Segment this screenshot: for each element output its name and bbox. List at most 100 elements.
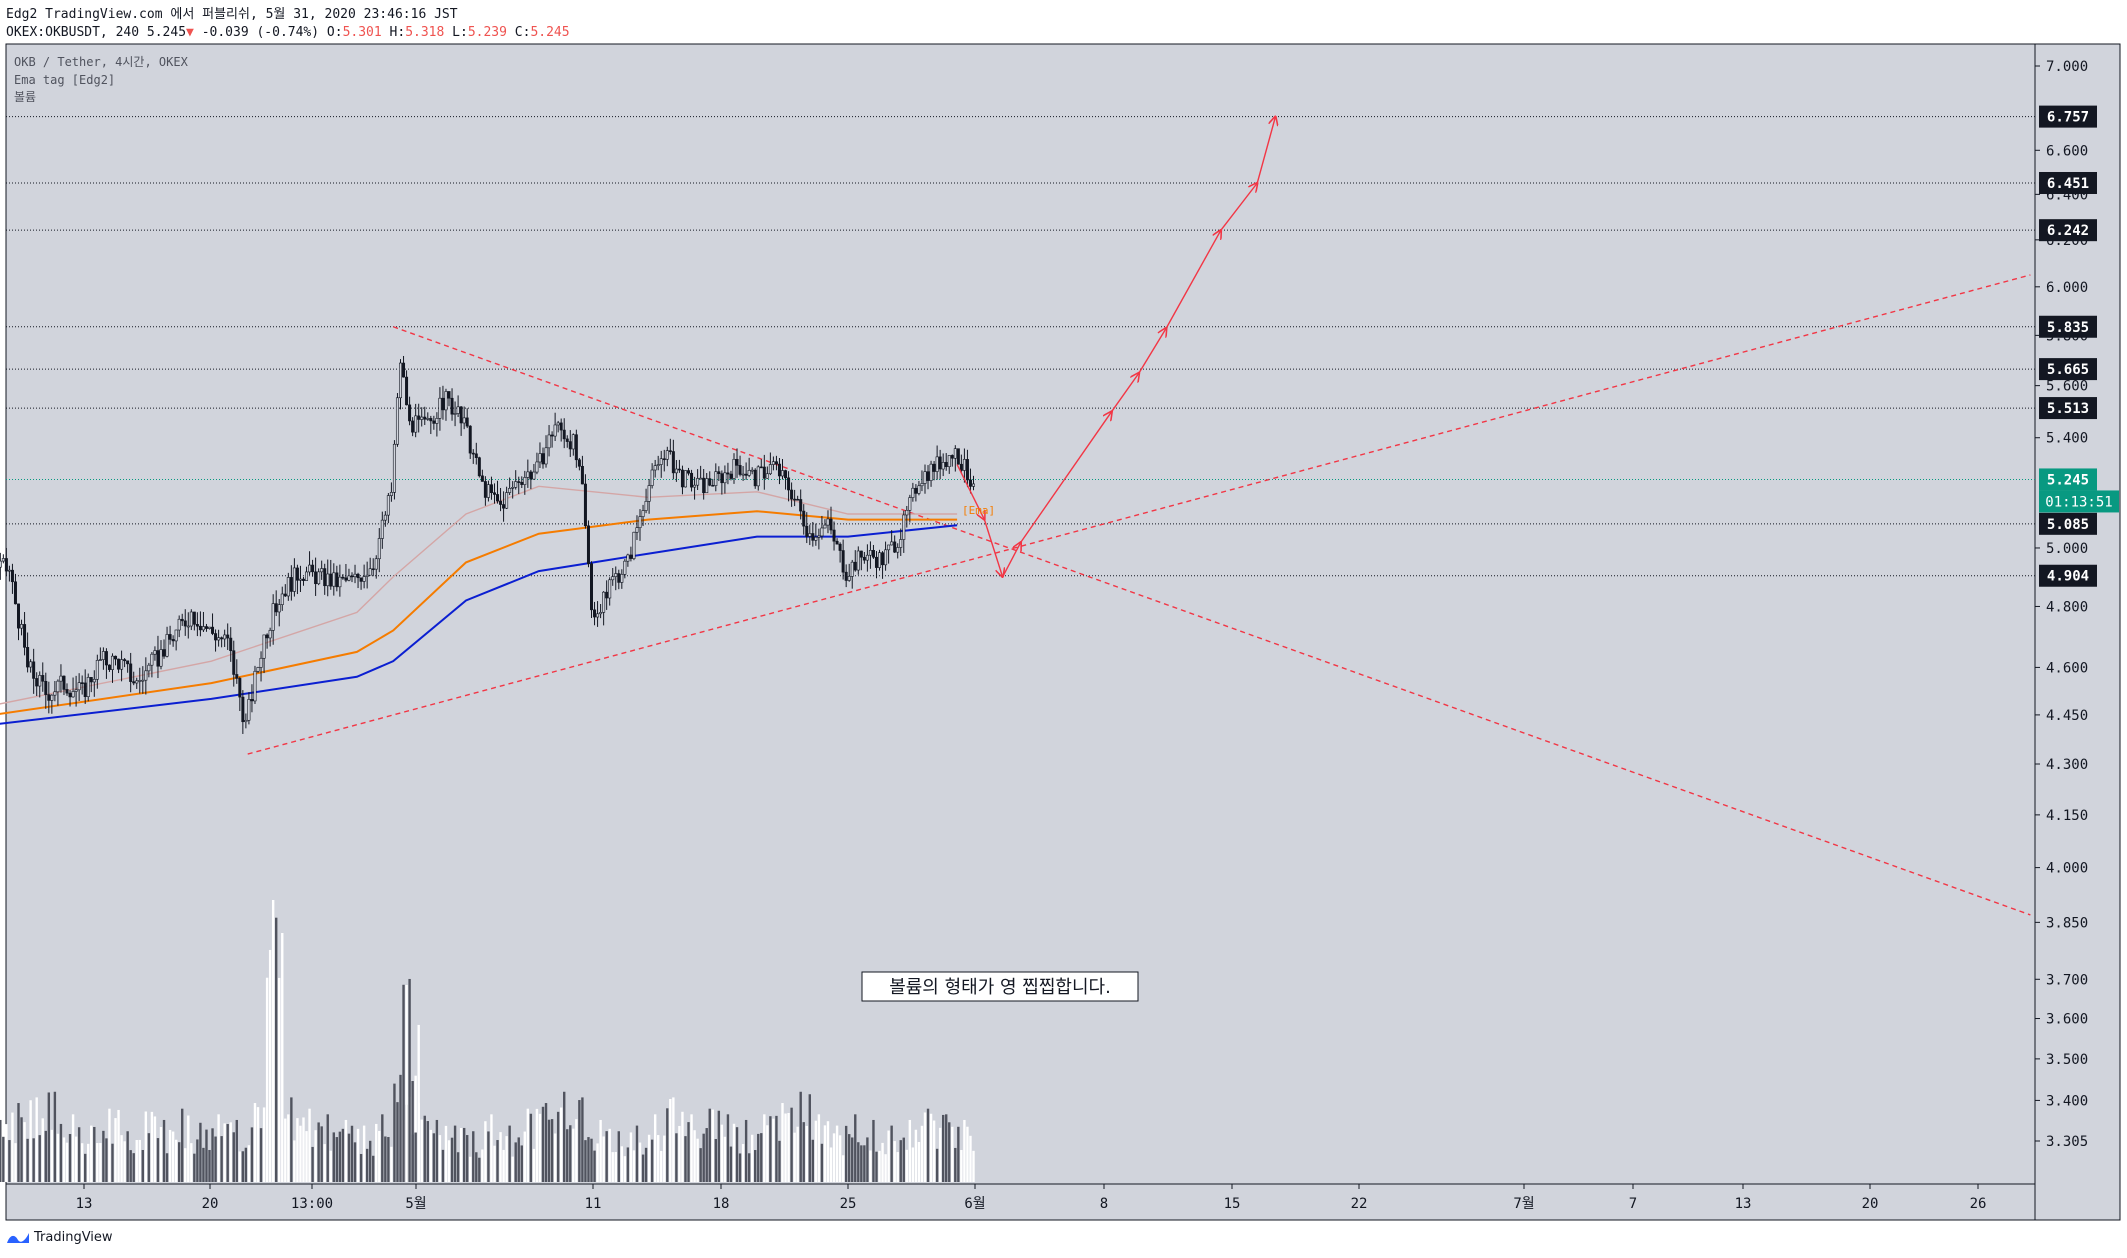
candle-body [332,572,336,587]
candle-body [41,675,45,682]
volume-bar [456,1152,460,1182]
candle-body [729,473,733,479]
candle-body [211,626,215,634]
candle-body [496,494,500,502]
volume-bar [338,1131,342,1182]
volume-bar [887,1130,890,1182]
candle-body [805,525,809,537]
volume-bar [614,1152,617,1182]
candle-body [356,573,360,579]
candle-body [538,453,542,463]
volume-bar [608,1128,611,1182]
candle-body [723,472,727,484]
candle-body [571,434,575,450]
candle-body [20,624,24,629]
candle-body [220,637,224,640]
tradingview-brand[interactable]: TradingView [6,1230,113,1245]
price-tick-label: 6.000 [2046,280,2088,296]
candle-body [568,441,572,450]
time-tick-label: 11 [585,1196,602,1212]
volume-bar [232,1132,235,1182]
candle-body [174,629,178,642]
candle-body [77,682,81,691]
volume-bar [757,1133,760,1182]
price-tick-label: 4.600 [2046,660,2088,676]
volume-bar [117,1109,120,1182]
volume-bar [29,1100,32,1182]
candle-body [762,466,766,479]
candle-body [386,495,390,516]
volume-bar [935,1148,939,1182]
candle-body [874,556,878,568]
price-tick-label: 3.305 [2046,1134,2088,1150]
volume-bar [541,1106,545,1182]
volume-bar [196,1139,199,1182]
last-price: 5.245 [146,25,187,40]
candle-body [74,689,78,692]
horizontal-levels [6,116,2035,577]
volume-bar [905,1149,909,1182]
volume-bar [832,1133,836,1182]
volume-bar [435,1119,439,1182]
candle-body [932,463,936,472]
candle-body [56,680,60,693]
countdown-label: 01:13:51 [2045,494,2112,510]
candle-body [265,634,269,639]
price-line-badge [2039,564,2097,587]
candle-body [408,404,412,422]
projection-segment [1138,328,1166,374]
volume-bar [80,1143,84,1182]
volume-bar [714,1139,718,1182]
volume-bar [223,1123,226,1182]
volume-bar [190,1143,193,1182]
candle-body [817,535,821,538]
price-tick-label: 4.300 [2046,757,2088,773]
volume-bar [741,1144,745,1182]
volume-bar [65,1142,69,1182]
candle-body [811,533,815,541]
volume-bar [99,1143,102,1182]
volume-bar [62,1137,66,1182]
volume-bar [226,1124,229,1182]
volume-bar [390,1146,393,1182]
volume-bar [923,1112,927,1182]
volume-bar [702,1133,705,1182]
legend: OKB / Tether, 4시간, OKEX Ema tag [Edg2] 볼… [14,55,189,104]
symbol-info: OKEX:OKBUSDT, 240 [6,25,140,40]
volume-bar [566,1129,569,1182]
candle-body [884,549,888,566]
candle-body [256,667,260,672]
candle-body [759,466,763,469]
candle-body [520,481,524,485]
volume-bar [0,1119,2,1182]
volume-bar [732,1123,736,1182]
candle-body [593,609,597,618]
candle-body [577,459,581,467]
volume-bar [171,1131,175,1182]
volume-bar [123,1141,126,1182]
volume-bar [365,1148,369,1182]
candle-body [120,659,124,670]
candle-body [341,576,345,579]
candle-body [511,487,515,489]
candle-body [483,481,487,498]
time-axis[interactable] [6,1184,2035,1220]
candle-body [529,471,533,480]
volume-bar [84,1153,87,1182]
candle-body [856,550,860,571]
price-tick-label: 4.800 [2046,599,2088,615]
volume-bar [553,1133,557,1182]
candle-body [726,472,730,475]
volume-bar [550,1119,554,1182]
volume-bar [71,1114,75,1182]
plot-area[interactable] [6,44,2035,1184]
candle-body [17,603,21,629]
candle-body [438,397,442,419]
volume-bar [305,1131,308,1182]
annotation-box[interactable]: 볼륨의 형태가 영 찝찝합니다. [861,971,1139,1002]
countdown-badge [2039,490,2119,513]
legend-volume: 볼륨 [14,90,36,104]
price-tick-label: 4.000 [2046,861,2088,877]
candle-body [7,569,11,572]
